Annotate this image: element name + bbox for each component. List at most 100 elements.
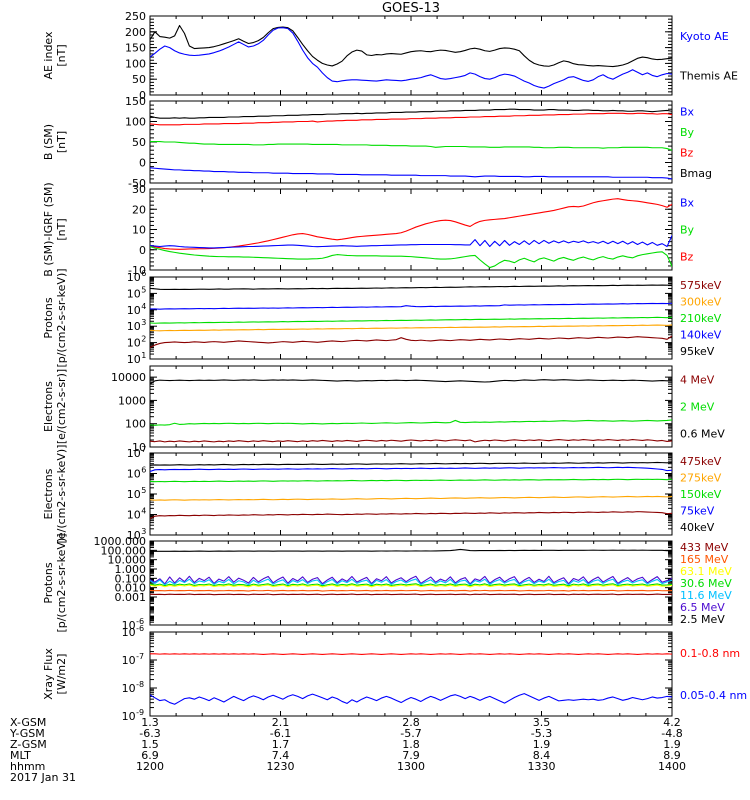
svg-text:20: 20 (132, 203, 146, 216)
y-tick-label: 30 (132, 183, 146, 196)
footer-row-label: X-GSM (10, 716, 46, 729)
panel-frame-7 (149, 540, 673, 626)
y-tick-label: 10 4 (127, 507, 147, 522)
y-axis-label: Xray Flux (42, 648, 55, 700)
y-tick-label: -10 (128, 264, 146, 277)
svg-text:10000: 10000 (111, 371, 146, 384)
panel-frame-6 (149, 452, 673, 536)
legend-label: Themis AE (679, 69, 738, 82)
panel-frame-8 (149, 631, 673, 717)
svg-text:10: 10 (127, 447, 141, 460)
svg-text:150: 150 (125, 95, 146, 108)
series-line (150, 584, 672, 588)
legend-label: 475keV (680, 455, 722, 468)
y-tick-label: 100 (125, 57, 146, 70)
series-line (150, 466, 672, 472)
y-axis-label: Protons (42, 562, 55, 603)
footer-value: 1.8 (402, 738, 420, 751)
svg-text:100.000: 100.000 (101, 544, 147, 557)
y-axis-label: B (SM) (42, 124, 55, 160)
footer-value: 1300 (397, 760, 425, 773)
svg-text:1.000: 1.000 (115, 563, 147, 576)
series-line (150, 653, 672, 655)
panel-frame-5 (149, 365, 673, 448)
footer-value: 1.9 (533, 738, 551, 751)
series-line (150, 575, 672, 585)
y-tick-label: 100.000 (101, 544, 147, 557)
svg-text:0.100: 0.100 (115, 572, 147, 585)
y-tick-label: 1000.000 (94, 535, 147, 548)
legend-label: 2.5 MeV (680, 613, 725, 626)
svg-text:0: 0 (139, 89, 146, 102)
series-line (150, 284, 672, 291)
footer-row-label: MLT (10, 749, 31, 762)
y-tick-label: 10 -8 (122, 680, 144, 695)
svg-text:10: 10 (127, 529, 141, 542)
svg-text:50: 50 (132, 136, 146, 149)
panel-5: 10 100 1000 10000 Electrons [e/(cm2-s-sr)] 4 M… (42, 365, 725, 454)
series-line (150, 24, 672, 68)
series-line (150, 478, 672, 483)
footer-value: 1330 (528, 760, 556, 773)
svg-text:100: 100 (125, 57, 146, 70)
svg-text:3: 3 (141, 318, 146, 327)
footer-value: 7.9 (402, 749, 420, 762)
panel-series-4 (150, 284, 672, 349)
svg-text:0.010: 0.010 (115, 582, 147, 595)
svg-text:6: 6 (141, 466, 146, 475)
y-tick-label: 0.100 (115, 572, 147, 585)
footer-value: 1.3 (141, 716, 159, 729)
y-axis-label: AE index (42, 31, 55, 80)
svg-text:2: 2 (141, 335, 146, 344)
svg-text:250: 250 (125, 10, 146, 23)
y-tick-label: 0.010 (115, 582, 147, 595)
y-tick-label: 10 6 (127, 269, 147, 284)
y-axis-label: [W/m2] (55, 654, 68, 695)
series-line (150, 461, 672, 466)
legend-label: 0.6 MeV (680, 428, 725, 441)
svg-text:10: 10 (127, 337, 141, 350)
panel-7: 10 -6 0.0010.0100.1001.00010.000100.000100… (42, 533, 732, 632)
footer-date: 2017 Jan 31 (10, 771, 76, 784)
svg-text:10: 10 (127, 304, 141, 317)
footer-value: 1230 (267, 760, 295, 773)
legend-label: 210keV (680, 312, 722, 325)
panel-series-7 (150, 548, 672, 596)
series-line (150, 439, 672, 443)
y-tick-label: 0 (139, 244, 146, 257)
svg-text:50: 50 (132, 73, 146, 86)
series-line (150, 141, 672, 151)
series-line (150, 548, 672, 552)
svg-text:-50: -50 (128, 177, 146, 190)
svg-text:10: 10 (122, 619, 136, 632)
y-tick-label: 10 4 (127, 302, 147, 317)
y-axis-label: B (SM)-IGRF (SM) (42, 182, 55, 276)
svg-text:10: 10 (122, 710, 136, 723)
y-tick-label: -50 (128, 177, 146, 190)
footer-value: -6.3 (139, 727, 160, 740)
series-line (150, 589, 672, 592)
y-axis-label: [p/(cm2-s-sr-keV)] (55, 533, 68, 632)
series-line (150, 578, 672, 586)
legend-label: 433 MeV (680, 541, 729, 554)
y-axis-label: [e/(cm2-s-sr-keV)] (55, 445, 68, 544)
footer-value: 1400 (658, 760, 686, 773)
y-tick-label: 20 (132, 203, 146, 216)
legend-label: 4 MeV (680, 374, 715, 387)
svg-text:-8: -8 (136, 680, 144, 689)
legend-label: Bz (680, 251, 694, 264)
svg-text:30: 30 (132, 183, 146, 196)
legend-label: 2 MeV (680, 401, 715, 414)
y-tick-label: 1000 (118, 394, 146, 407)
svg-text:-7: -7 (136, 652, 144, 661)
legend-label: 11.6 MeV (680, 589, 732, 602)
y-tick-label: 10.000 (108, 554, 147, 567)
legend-label: By (680, 224, 695, 237)
y-tick-label: 10 -9 (122, 708, 144, 723)
y-axis-label: [e/(cm2-s-sr)] (55, 369, 68, 444)
